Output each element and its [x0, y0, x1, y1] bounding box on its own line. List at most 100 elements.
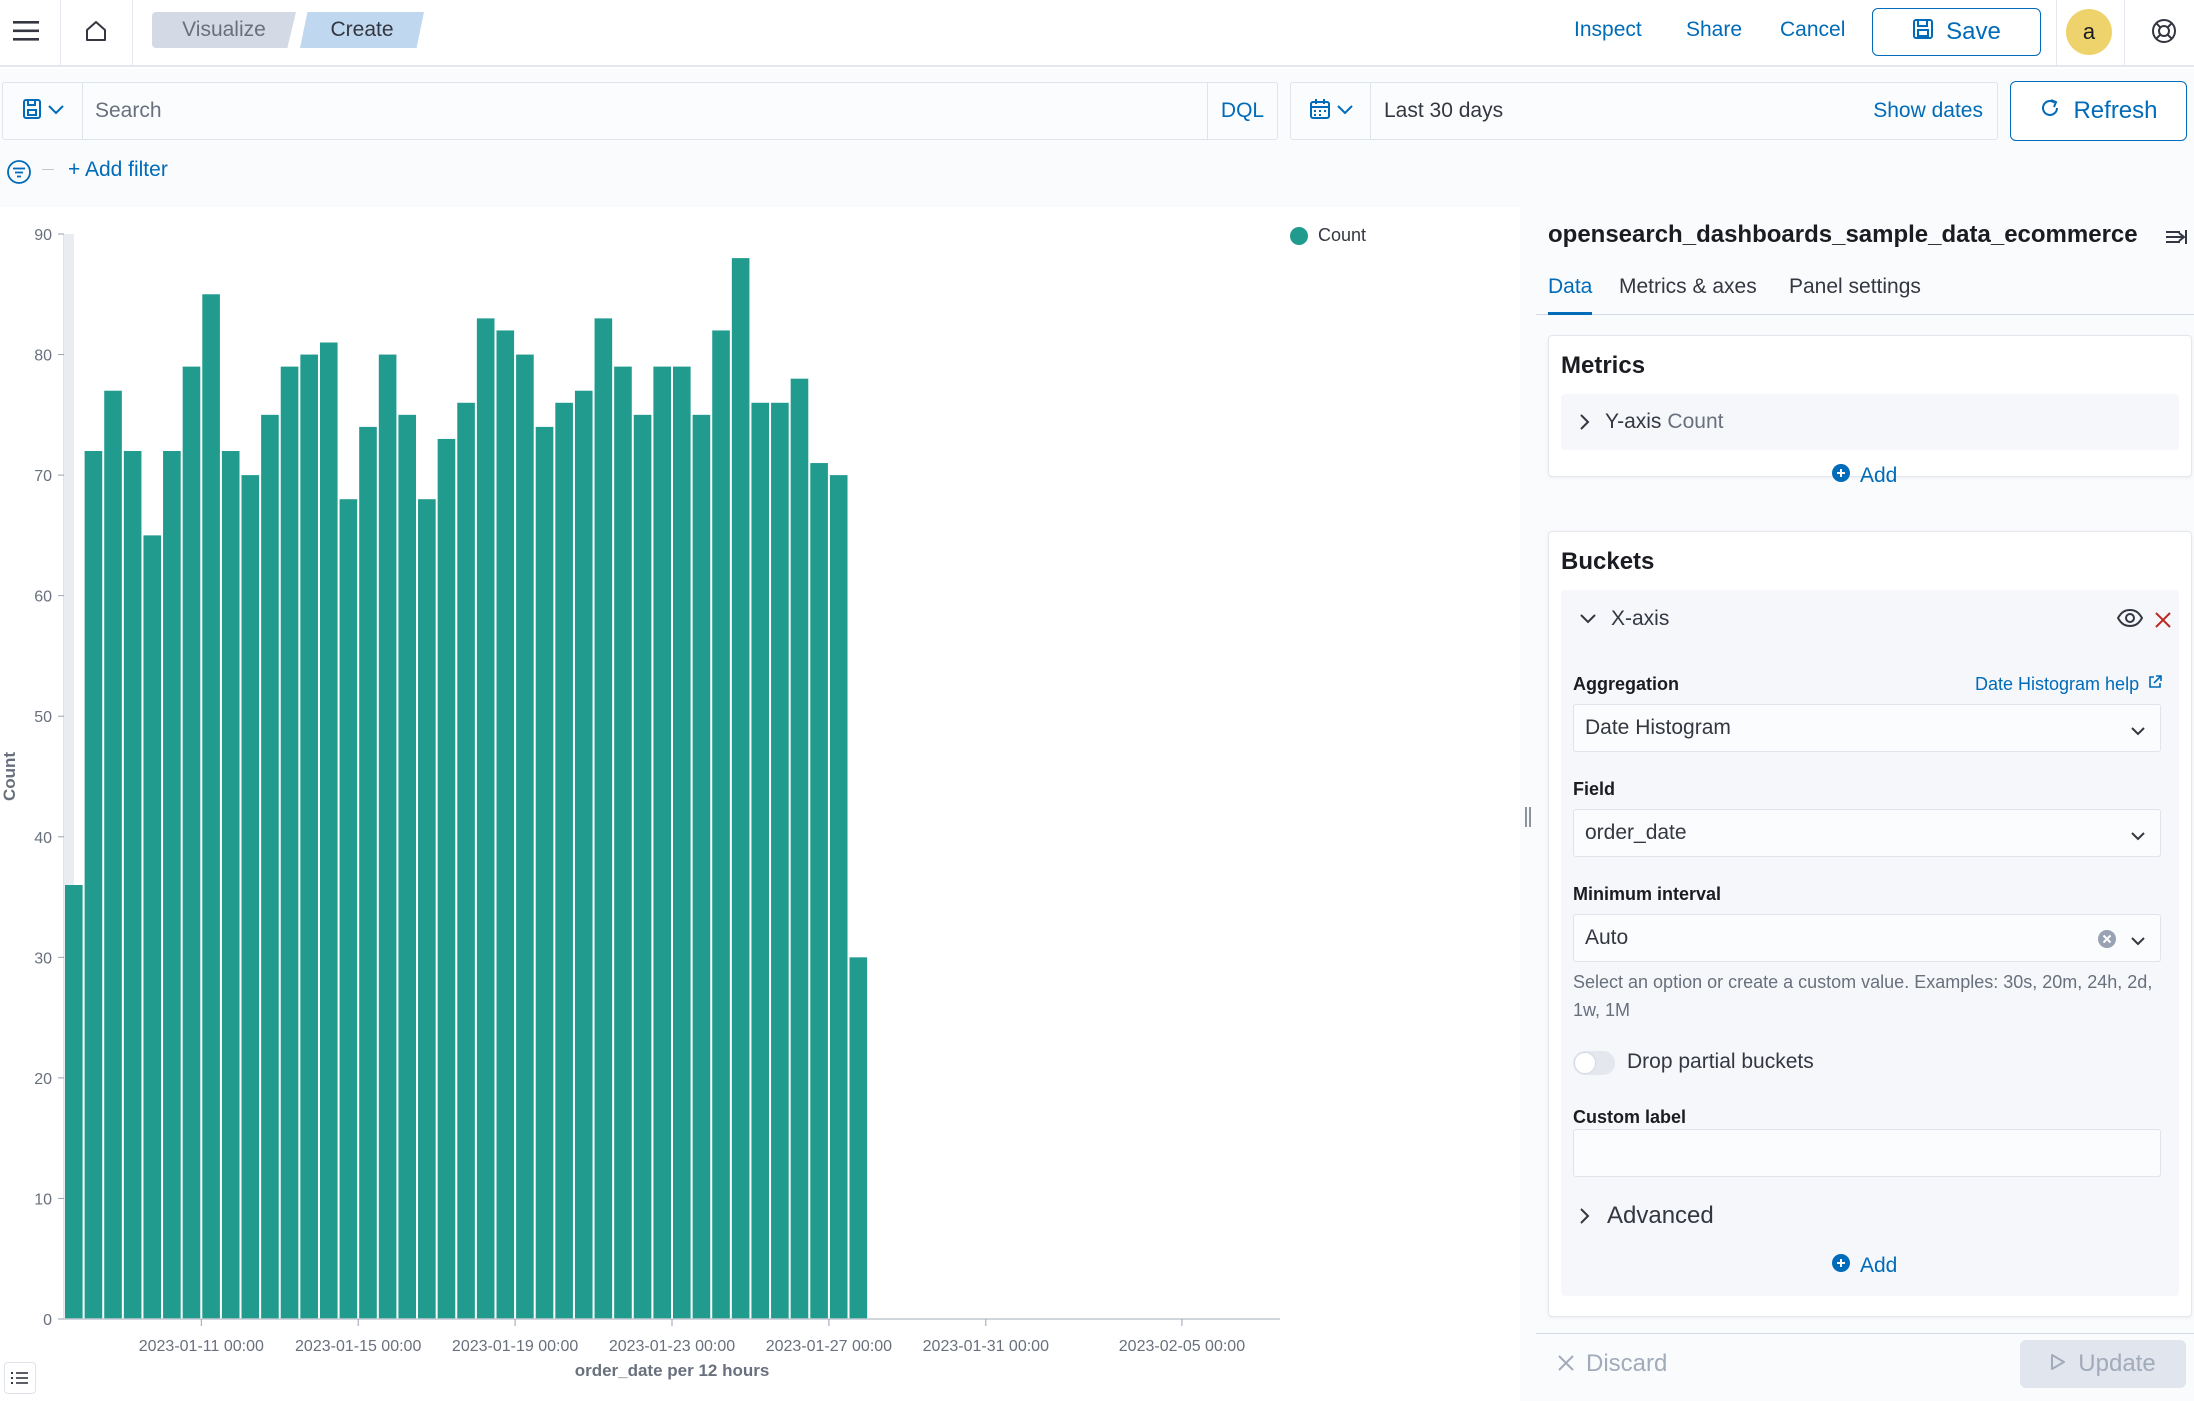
y-tick-label: 0: [43, 1312, 52, 1329]
update-button[interactable]: Update: [2020, 1340, 2186, 1388]
date-histogram-help-link[interactable]: Date Histogram help: [1975, 674, 2163, 695]
editor-tabs: Data Metrics & axes Panel settings: [1536, 267, 2194, 315]
field-value: order_date: [1585, 821, 1687, 844]
saved-query-icon: [22, 98, 42, 125]
chart-bar: [398, 414, 417, 1319]
save-button[interactable]: Save: [1872, 8, 2041, 56]
chart-bar: [378, 354, 397, 1319]
help-icon[interactable]: [2146, 8, 2182, 54]
interval-help-text: Select an option or create a custom valu…: [1573, 972, 2153, 1020]
aggregation-select[interactable]: Date Histogram: [1573, 704, 2161, 752]
field-select[interactable]: order_date: [1573, 809, 2161, 857]
breadcrumb-visualize[interactable]: Visualize: [152, 12, 296, 48]
tab-data[interactable]: Data: [1548, 267, 1593, 315]
avatar[interactable]: a: [2066, 9, 2112, 55]
y-tick-label: 50: [34, 709, 52, 726]
chart-bar: [163, 451, 181, 1319]
brush-shade: [64, 234, 74, 1319]
plus-circle-icon: [1832, 1254, 1850, 1278]
y-axis-title: Count: [0, 752, 19, 801]
query-language-button[interactable]: DQL: [1207, 83, 1277, 139]
help-link-label: Date Histogram help: [1975, 674, 2140, 694]
chart-bar: [418, 499, 436, 1319]
chart-bar: [221, 451, 240, 1319]
refresh-button[interactable]: Refresh: [2010, 81, 2187, 141]
chart-bar: [614, 366, 632, 1320]
menu-icon[interactable]: [0, 0, 52, 62]
collapse-sidebar-icon[interactable]: [2164, 227, 2188, 252]
add-metric-button[interactable]: Add: [1832, 464, 1897, 488]
advanced-label: Advanced: [1607, 1202, 1714, 1229]
add-filter-button[interactable]: + Add filter: [68, 158, 168, 181]
update-label: Update: [2078, 1350, 2156, 1377]
chart-bar: [496, 330, 515, 1319]
chart-bar: [751, 402, 770, 1319]
chart-bar: [555, 402, 573, 1319]
filter-options-icon[interactable]: [6, 159, 32, 190]
remove-icon[interactable]: [2155, 610, 2171, 634]
resize-handle[interactable]: [1520, 207, 1536, 1401]
calendar-icon: [1309, 98, 1331, 125]
discard-label: Discard: [1586, 1350, 1668, 1377]
chart-legend[interactable]: Count: [1290, 225, 1366, 246]
show-dates-link[interactable]: Show dates: [1873, 99, 1983, 122]
search-input[interactable]: [85, 83, 1207, 139]
cancel-link[interactable]: Cancel: [1780, 18, 1846, 41]
search-bar: DQL: [2, 82, 1278, 140]
chart-bar: [633, 414, 652, 1319]
y-axis-sub-label: Count: [1667, 410, 1724, 433]
metrics-title: Metrics: [1561, 352, 1646, 379]
chart-bar: [339, 499, 358, 1319]
y-tick-label: 20: [34, 1071, 52, 1088]
custom-label-label: Custom label: [1573, 1107, 1687, 1127]
chart-bar: [810, 463, 828, 1319]
editor-sidebar: opensearch_dashboards_sample_data_ecomme…: [1536, 207, 2194, 1401]
share-link[interactable]: Share: [1686, 18, 1743, 41]
chevron-right-icon: [1579, 413, 1591, 431]
tab-panel-settings[interactable]: Panel settings: [1789, 275, 1921, 298]
saved-query-button[interactable]: [3, 83, 83, 139]
x-tick-label: 2023-01-11 00:00: [139, 1338, 264, 1355]
chevron-down-icon: [2130, 824, 2146, 848]
discard-button[interactable]: Discard: [1558, 1350, 1667, 1378]
legend-toggle-icon[interactable]: [4, 1362, 36, 1394]
y-axis-accordion[interactable]: Y-axis Count: [1561, 394, 2179, 450]
x-axis-accordion-header[interactable]: X-axis: [1561, 590, 2179, 648]
y-tick-label: 40: [34, 830, 52, 847]
filter-bar: + Add filter: [0, 149, 2194, 207]
clear-icon[interactable]: [2098, 930, 2116, 954]
tab-metrics-axes[interactable]: Metrics & axes: [1619, 275, 1757, 298]
add-bucket-button[interactable]: Add: [1832, 1254, 1897, 1278]
chart-bar: [594, 318, 613, 1319]
legend-swatch: [1290, 226, 1308, 245]
chart-bar: [692, 414, 711, 1319]
chart-bar: [516, 354, 534, 1319]
query-bar: DQL Last 30 days Show dates Refresh: [0, 69, 2194, 149]
advanced-toggle[interactable]: Advanced: [1579, 1202, 1714, 1230]
index-pattern-title: opensearch_dashboards_sample_data_ecomme…: [1548, 221, 2138, 248]
quick-menu-button[interactable]: [1291, 83, 1371, 139]
y-tick-label: 80: [34, 348, 52, 365]
chart-bar: [65, 885, 83, 1319]
aggregation-label: Aggregation: [1573, 674, 1679, 694]
chart-area: 0 10 20 30 40 50 60 70 80 90 2023-01-11 00:00 2023-…: [0, 207, 1520, 1401]
inspect-link[interactable]: Inspect: [1574, 18, 1642, 41]
eye-icon[interactable]: [2116, 608, 2144, 634]
y-tick-label: 70: [34, 468, 52, 485]
chart-bar: [771, 402, 789, 1319]
home-icon[interactable]: [74, 0, 118, 62]
interval-value: Auto: [1585, 926, 1629, 949]
chart-bar: [574, 390, 593, 1319]
y-tick-label: 10: [34, 1191, 52, 1208]
legend-label: Count: [1318, 225, 1367, 245]
date-picker: Last 30 days Show dates: [1290, 82, 1998, 140]
x-tick-label: 2023-01-27 00:00: [766, 1338, 892, 1355]
x-axis-title: order_date per 12 hours: [575, 1361, 770, 1380]
date-range-text[interactable]: Last 30 days: [1384, 99, 1504, 122]
interval-select[interactable]: Auto: [1573, 914, 2161, 962]
chart-bar: [143, 535, 162, 1319]
drop-partial-toggle[interactable]: [1573, 1051, 1615, 1075]
breadcrumb-create: Create: [300, 12, 424, 48]
custom-label-input[interactable]: [1573, 1129, 2161, 1177]
minimum-interval-label: Minimum interval: [1573, 884, 1722, 904]
